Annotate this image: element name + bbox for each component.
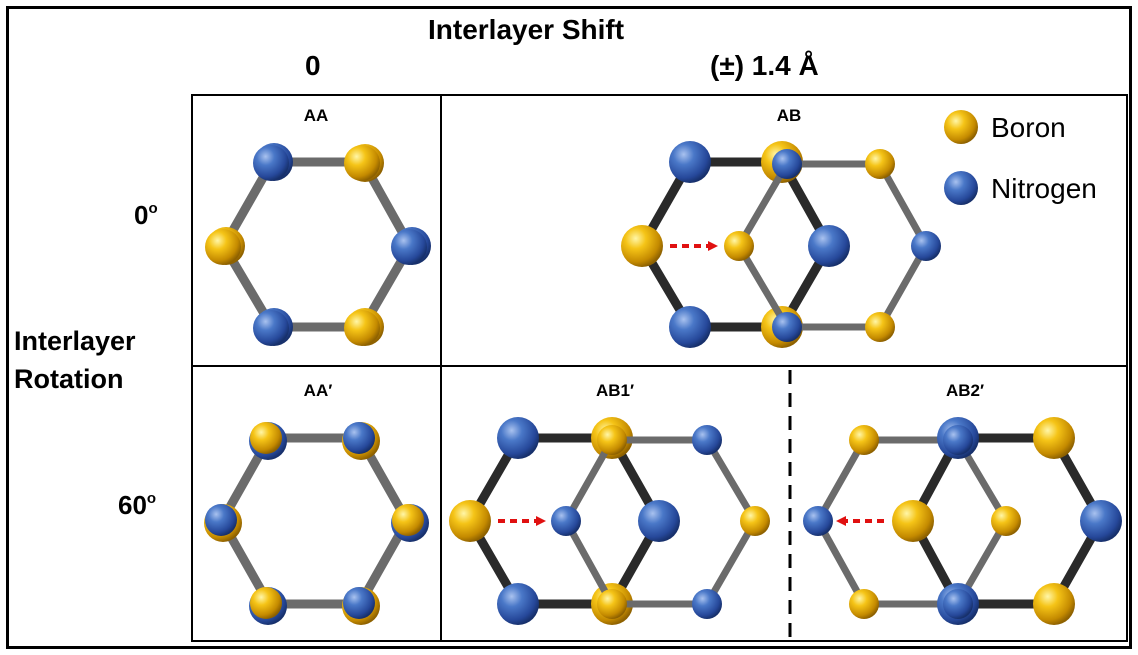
- panel-label-aa: AA: [304, 106, 329, 125]
- ab1-prime-top-bonds: [562, 436, 759, 608]
- boron-atom: [392, 504, 424, 536]
- nitrogen-atom: [253, 145, 289, 181]
- row0-unit: o: [148, 200, 158, 217]
- structure-aa-prime: [204, 422, 429, 625]
- structure-ab2-prime: [803, 417, 1122, 625]
- boron-atom: [449, 500, 491, 542]
- boron-atom: [865, 312, 895, 342]
- column-axis-title: Interlayer Shift: [428, 14, 625, 45]
- row0-value: 0: [134, 200, 149, 230]
- nitrogen-atom: [391, 229, 427, 265]
- row-axis-line1: Interlayer: [14, 326, 136, 356]
- boron-atom: [865, 149, 895, 179]
- aa-prime-bonds: [217, 433, 412, 609]
- panel-grid: [191, 94, 1128, 642]
- nitrogen-atom: [343, 422, 375, 454]
- row-axis-line2: Rotation: [14, 364, 124, 394]
- boron-atom: [621, 225, 663, 267]
- panel-label-ab2-prime: AB2′: [946, 381, 984, 400]
- boron-atom: [344, 145, 380, 181]
- nitrogen-atom: [772, 312, 802, 342]
- nitrogen-atom: [803, 506, 833, 536]
- nitrogen-atom: [911, 231, 941, 261]
- boron-atom: [250, 587, 282, 619]
- boron-atom: [724, 231, 754, 261]
- row-header-0-degrees: 0o: [134, 200, 158, 231]
- boron-atom: [344, 310, 380, 346]
- structure-aa: [205, 143, 431, 346]
- legend-boron-swatch: [944, 110, 978, 144]
- row60-unit: o: [146, 490, 157, 507]
- nitrogen-atom: [497, 583, 539, 625]
- column-header-zero-shift: 0: [305, 50, 321, 81]
- nitrogen-atom: [808, 225, 850, 267]
- boron-atom: [597, 589, 627, 619]
- boron-atom: [892, 500, 934, 542]
- nitrogen-atom: [943, 589, 973, 619]
- aa-bonds: [219, 157, 415, 332]
- boron-atom: [740, 506, 770, 536]
- nitrogen-atom: [253, 310, 289, 346]
- structure-ab: [621, 141, 941, 348]
- boron-atom: [849, 425, 879, 455]
- nitrogen-atom: [551, 506, 581, 536]
- boron-atom: [1033, 583, 1075, 625]
- nitrogen-atom: [943, 425, 973, 455]
- nitrogen-atom: [692, 589, 722, 619]
- nitrogen-atom: [638, 500, 680, 542]
- row-header-60-degrees: 60o: [118, 490, 156, 521]
- legend-nitrogen-swatch: [944, 171, 978, 205]
- panel-label-aa-prime: AA′: [304, 381, 333, 400]
- legend: Boron Nitrogen: [944, 110, 1097, 205]
- boron-atom: [849, 589, 879, 619]
- legend-boron-label: Boron: [991, 112, 1066, 143]
- row-axis-title: Interlayer Rotation: [14, 322, 136, 398]
- figure-frame: [6, 6, 1132, 649]
- panel-label-ab1-prime: AB1′: [596, 381, 634, 400]
- nitrogen-atom: [669, 306, 711, 348]
- nitrogen-atom: [205, 504, 237, 536]
- column-header-shift-value: (±) 1.4 Å: [710, 50, 819, 81]
- boron-atom: [597, 425, 627, 455]
- nitrogen-atom: [497, 417, 539, 459]
- row60-value: 60: [118, 490, 147, 520]
- nitrogen-atom: [343, 587, 375, 619]
- structure-ab1-prime: [449, 417, 770, 625]
- ab-top-bonds: [735, 160, 930, 331]
- panel-label-ab: AB: [777, 106, 802, 125]
- nitrogen-atom: [772, 149, 802, 179]
- boron-atom: [1033, 417, 1075, 459]
- nitrogen-atom: [1080, 500, 1122, 542]
- boron-atom: [205, 229, 241, 265]
- boron-atom: [250, 422, 282, 454]
- boron-atom: [991, 506, 1021, 536]
- legend-nitrogen-label: Nitrogen: [991, 173, 1097, 204]
- panel-grid-outer: [191, 94, 1128, 642]
- nitrogen-atom: [669, 141, 711, 183]
- nitrogen-atom: [692, 425, 722, 455]
